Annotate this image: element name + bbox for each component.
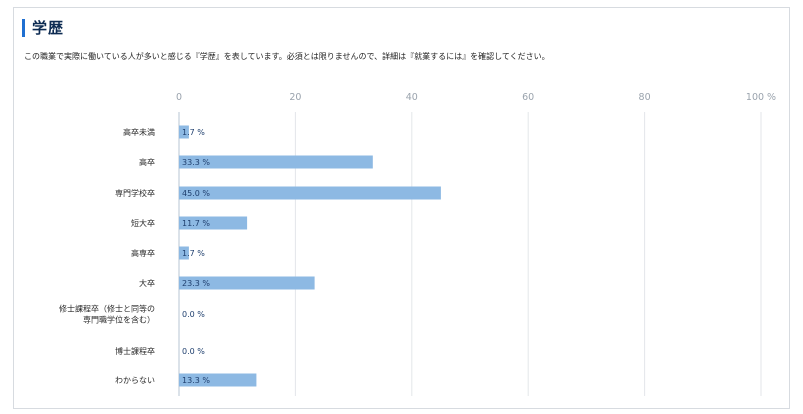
- category-label: 高卒: [139, 157, 155, 167]
- bar: [179, 187, 441, 200]
- bar-value-label: 13.3 %: [182, 376, 210, 385]
- bar-value-label: 1.7 %: [182, 128, 205, 137]
- bar-value-label: 33.3 %: [182, 158, 210, 167]
- category-label: 博士課程卒: [115, 346, 155, 356]
- category-label: 高専卒: [131, 248, 155, 258]
- bar-value-label: 45.0 %: [182, 189, 210, 198]
- bar-value-label: 0.0 %: [182, 347, 205, 356]
- x-tick-label: 60: [522, 92, 534, 103]
- x-tick-label: 80: [639, 92, 651, 103]
- category-label: 専門職学位を含む）: [83, 315, 155, 325]
- bar-value-label: 1.7 %: [182, 249, 205, 258]
- x-tick-label: 0: [176, 92, 182, 103]
- category-label: 修士課程卒（修士と同等の: [59, 304, 155, 314]
- category-label: 高卒未満: [123, 127, 155, 137]
- category-label: 大卒: [139, 278, 155, 288]
- bar-value-label: 11.7 %: [182, 219, 210, 228]
- bar-value-label: 0.0 %: [182, 310, 205, 319]
- x-tick-label: 20: [289, 92, 301, 103]
- category-label: わからない: [115, 376, 155, 385]
- x-tick-label: 40: [406, 92, 418, 103]
- category-label: 短大卒: [131, 218, 155, 228]
- category-label: 専門学校卒: [115, 188, 155, 198]
- x-tick-label: 100 %: [746, 92, 776, 103]
- bar-value-label: 23.3 %: [182, 279, 210, 288]
